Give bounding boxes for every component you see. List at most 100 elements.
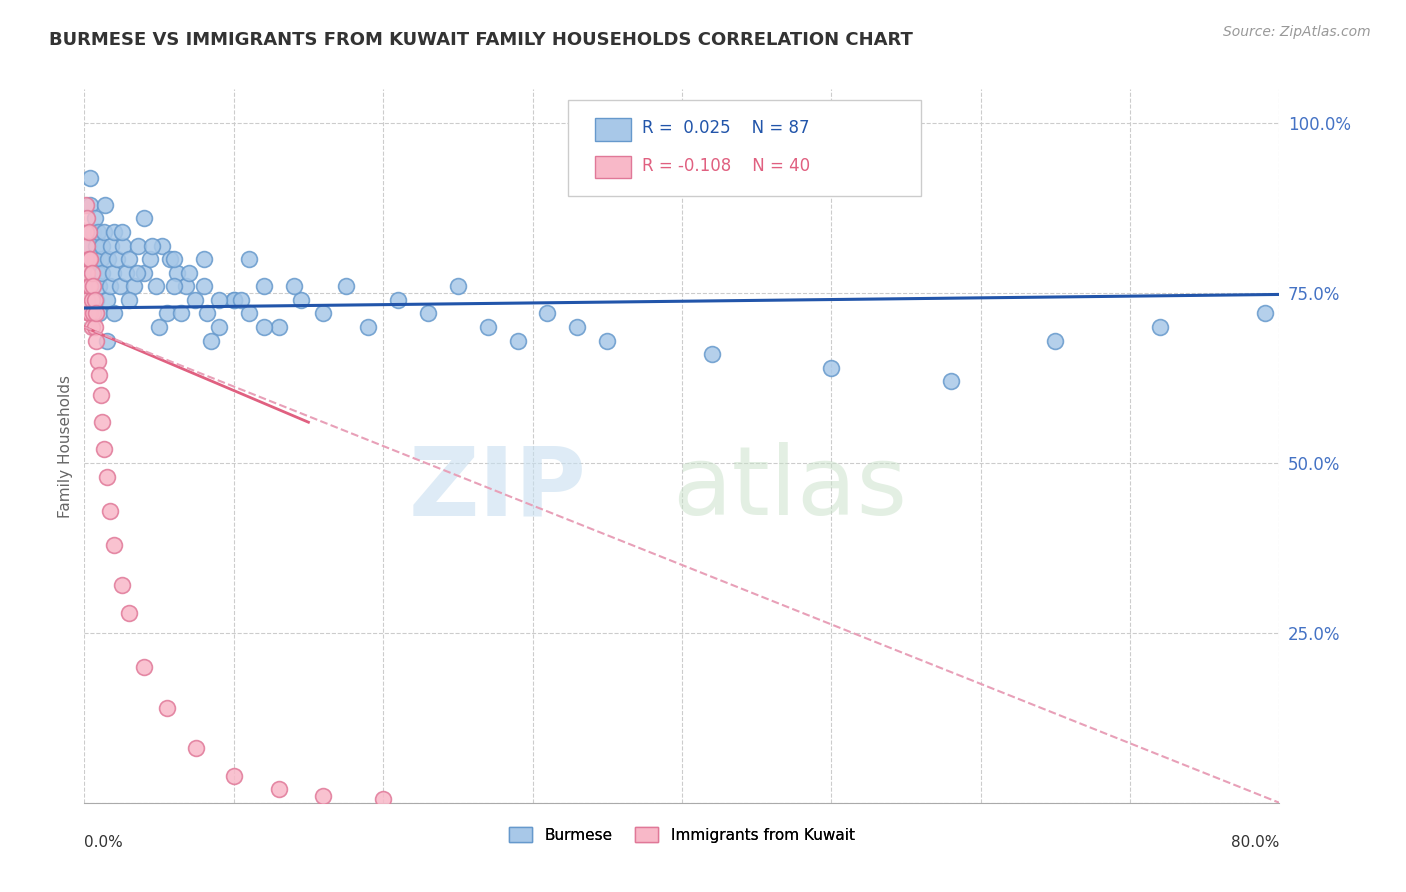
Point: [150, 238, 173, 252]
Text: atlas: atlas: [672, 442, 907, 535]
Point: [79, 306, 101, 320]
Point: [193, 279, 215, 293]
Point: [82, 279, 104, 293]
Point: [141, 238, 163, 252]
Point: [91, 238, 114, 252]
Point: [103, 537, 125, 551]
Point: [100, 238, 122, 252]
Text: 0.0%: 0.0%: [84, 835, 124, 850]
Point: [105, 252, 128, 266]
Point: [77, 279, 100, 293]
Point: [80, 266, 103, 280]
Point: [335, 279, 357, 293]
Point: [447, 279, 470, 293]
FancyBboxPatch shape: [568, 100, 921, 196]
Point: [91, 415, 114, 429]
Point: [122, 279, 145, 293]
Point: [80, 279, 103, 293]
Point: [373, 792, 395, 806]
Point: [111, 578, 134, 592]
Point: [93, 225, 115, 239]
Point: [75, 252, 97, 266]
FancyBboxPatch shape: [595, 155, 630, 178]
Point: [387, 293, 409, 307]
Point: [89, 279, 111, 293]
Point: [132, 660, 156, 674]
Point: [208, 320, 231, 334]
Point: [77, 238, 100, 252]
Point: [98, 279, 121, 293]
Point: [90, 252, 112, 266]
Point: [77, 306, 100, 320]
Point: [82, 266, 104, 280]
Point: [1149, 320, 1171, 334]
Point: [75, 225, 97, 239]
Point: [86, 306, 108, 320]
Point: [90, 388, 112, 402]
Point: [253, 279, 276, 293]
Point: [416, 306, 439, 320]
Point: [101, 266, 124, 280]
Point: [155, 700, 177, 714]
Point: [166, 266, 188, 280]
Point: [238, 252, 260, 266]
Point: [86, 293, 108, 307]
Point: [89, 368, 111, 382]
Point: [145, 279, 167, 293]
Point: [1045, 334, 1067, 348]
Point: [267, 320, 290, 334]
Point: [82, 225, 104, 239]
Point: [253, 320, 276, 334]
Point: [87, 354, 110, 368]
Point: [80, 252, 103, 266]
Point: [115, 266, 138, 280]
Point: [79, 279, 101, 293]
Text: ZIP: ZIP: [408, 442, 586, 535]
Point: [222, 769, 245, 783]
Point: [112, 238, 135, 252]
Point: [77, 225, 100, 239]
Point: [76, 238, 98, 252]
Point: [506, 334, 529, 348]
Point: [91, 266, 114, 280]
Point: [174, 279, 197, 293]
Text: Source: ZipAtlas.com: Source: ZipAtlas.com: [1223, 25, 1371, 39]
Point: [77, 252, 100, 266]
Point: [267, 782, 290, 797]
Point: [567, 320, 589, 334]
Point: [132, 211, 156, 226]
Point: [118, 252, 141, 266]
Point: [222, 293, 245, 307]
Point: [820, 360, 842, 375]
Point: [79, 170, 101, 185]
Text: R =  0.025    N = 87: R = 0.025 N = 87: [643, 120, 810, 137]
Point: [79, 252, 101, 266]
Point: [86, 334, 108, 348]
Text: BURMESE VS IMMIGRANTS FROM KUWAIT FAMILY HOUSEHOLDS CORRELATION CHART: BURMESE VS IMMIGRANTS FROM KUWAIT FAMILY…: [49, 31, 912, 49]
Point: [96, 469, 118, 483]
Text: R = -0.108    N = 40: R = -0.108 N = 40: [643, 157, 811, 175]
Point: [76, 266, 98, 280]
Point: [96, 293, 118, 307]
Point: [159, 252, 181, 266]
FancyBboxPatch shape: [595, 119, 630, 141]
Point: [184, 293, 207, 307]
Point: [155, 306, 177, 320]
Point: [222, 293, 245, 307]
Point: [79, 198, 101, 212]
Text: 80.0%: 80.0%: [1232, 835, 1279, 850]
Y-axis label: Family Households: Family Households: [58, 375, 73, 517]
Point: [93, 442, 115, 457]
Point: [83, 320, 105, 334]
Point: [163, 279, 186, 293]
Point: [127, 238, 149, 252]
Point: [110, 279, 132, 293]
Point: [96, 334, 118, 348]
Point: [80, 293, 103, 307]
Point: [125, 266, 148, 280]
Point: [170, 306, 193, 320]
Legend: Burmese, Immigrants from Kuwait: Burmese, Immigrants from Kuwait: [503, 821, 860, 848]
Point: [80, 320, 103, 334]
Point: [83, 211, 105, 226]
Point: [111, 225, 134, 239]
